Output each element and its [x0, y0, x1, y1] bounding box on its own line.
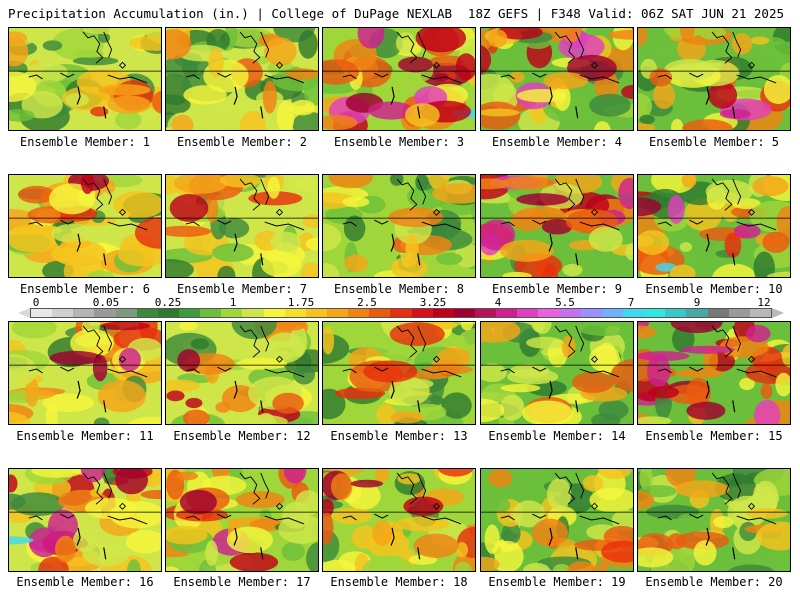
colorbar-swatch: [348, 309, 370, 317]
colorbar: [30, 308, 772, 318]
colorbar-swatch: [284, 309, 306, 317]
ensemble-member-label: Ensemble Member: 16: [16, 575, 154, 589]
colorbar-tick-label: 0.25: [154, 296, 182, 309]
colorbar-tick-label: 1.75: [287, 296, 315, 309]
colorbar-swatch: [665, 309, 687, 317]
colorbar-tick-label: 0: [32, 296, 40, 309]
ensemble-member-map: [165, 174, 319, 278]
ensemble-member-map: [637, 27, 791, 131]
ensemble-member-label: Ensemble Member: 15: [645, 429, 783, 443]
ensemble-member-label: Ensemble Member: 9: [491, 282, 623, 296]
colorbar-swatch: [474, 309, 497, 317]
colorbar-swatch: [242, 309, 264, 317]
colorbar-tick-label: 1: [229, 296, 237, 309]
colorbar-swatch: [707, 309, 729, 317]
ensemble-member-map: [165, 468, 319, 572]
colorbar-swatch: [200, 309, 222, 317]
ensemble-member-map: [322, 27, 476, 131]
ensemble-member-map: [637, 174, 791, 278]
ensemble-member-label: Ensemble Member: 13: [330, 429, 468, 443]
colorbar-swatch: [496, 309, 518, 317]
colorbar-swatch: [305, 309, 327, 317]
colorbar-tick-label: 9: [693, 296, 701, 309]
colorbar-swatch: [115, 309, 137, 317]
colorbar-swatch: [644, 309, 666, 317]
ensemble-member-label: Ensemble Member: 5: [648, 135, 780, 149]
ensemble-member-label: Ensemble Member: 7: [176, 282, 308, 296]
ensemble-member-map: [637, 468, 791, 572]
ensemble-member-map: [8, 27, 162, 131]
colorbar-swatch: [432, 309, 454, 317]
colorbar-swatch: [263, 309, 285, 317]
colorbar-swatch: [369, 309, 391, 317]
ensemble-member-map: [165, 321, 319, 425]
ensemble-member-map: [322, 321, 476, 425]
ensemble-member-map: [8, 321, 162, 425]
colorbar-swatch: [52, 309, 74, 317]
valid-time: 18Z GEFS | F348 Valid: 06Z SAT JUN 21 20…: [467, 6, 784, 21]
ensemble-member-label: Ensemble Member: 1: [19, 135, 151, 149]
colorbar-min-arrow: [18, 308, 30, 318]
ensemble-member-label: Ensemble Member: 2: [176, 135, 308, 149]
colorbar-swatch: [559, 309, 581, 317]
ensemble-member-map: [637, 321, 791, 425]
colorbar-swatch: [601, 309, 623, 317]
ensemble-member-label: Ensemble Member: 19: [488, 575, 626, 589]
colorbar-swatch: [517, 309, 539, 317]
colorbar-swatch: [622, 309, 645, 317]
colorbar-swatch: [686, 309, 708, 317]
colorbar-swatch: [221, 309, 243, 317]
colorbar-swatch: [178, 309, 201, 317]
ensemble-member-map: [322, 174, 476, 278]
colorbar-swatch: [31, 309, 53, 317]
colorbar-tick-label: 3.25: [419, 296, 447, 309]
colorbar-swatch: [411, 309, 433, 317]
colorbar-swatch: [453, 309, 475, 317]
ensemble-member-label: Ensemble Member: 6: [19, 282, 151, 296]
colorbar-max-arrow: [772, 308, 784, 318]
colorbar-tick-label: 4: [494, 296, 502, 309]
colorbar-tick-label: 7: [627, 296, 635, 309]
colorbar-tick-label: 12: [757, 296, 771, 309]
colorbar-swatch: [136, 309, 158, 317]
ensemble-member-label: Ensemble Member: 17: [173, 575, 311, 589]
ensemble-member-map: [322, 468, 476, 572]
ensemble-member-label: Ensemble Member: 12: [173, 429, 311, 443]
colorbar-tick-label: 0.05: [92, 296, 120, 309]
ensemble-member-map: [165, 27, 319, 131]
ensemble-member-label: Ensemble Member: 10: [645, 282, 783, 296]
colorbar-swatch: [326, 309, 349, 317]
ensemble-member-map: [480, 468, 634, 572]
ensemble-member-label: Ensemble Member: 8: [333, 282, 465, 296]
ensemble-member-label: Ensemble Member: 11: [16, 429, 154, 443]
colorbar-swatch: [538, 309, 560, 317]
colorbar-swatch: [390, 309, 412, 317]
colorbar-tick-label: 5.5: [555, 296, 575, 309]
colorbar-tick-label: 2.5: [357, 296, 377, 309]
colorbar-swatch: [157, 309, 179, 317]
colorbar-swatch: [94, 309, 116, 317]
colorbar-swatch: [728, 309, 750, 317]
ensemble-member-map: [480, 321, 634, 425]
ensemble-member-map: [8, 174, 162, 278]
ensemble-member-map: [480, 27, 634, 131]
ensemble-member-label: Ensemble Member: 3: [333, 135, 465, 149]
map-title: Precipitation Accumulation (in.) | Colle…: [8, 6, 453, 21]
colorbar-swatch: [580, 309, 602, 317]
ensemble-member-label: Ensemble Member: 14: [488, 429, 626, 443]
colorbar-swatch: [749, 309, 771, 317]
ensemble-member-map: [8, 468, 162, 572]
ensemble-member-label: Ensemble Member: 20: [645, 575, 783, 589]
ensemble-member-label: Ensemble Member: 18: [330, 575, 468, 589]
colorbar-swatch: [73, 309, 95, 317]
ensemble-member-label: Ensemble Member: 4: [491, 135, 623, 149]
ensemble-member-map: [480, 174, 634, 278]
